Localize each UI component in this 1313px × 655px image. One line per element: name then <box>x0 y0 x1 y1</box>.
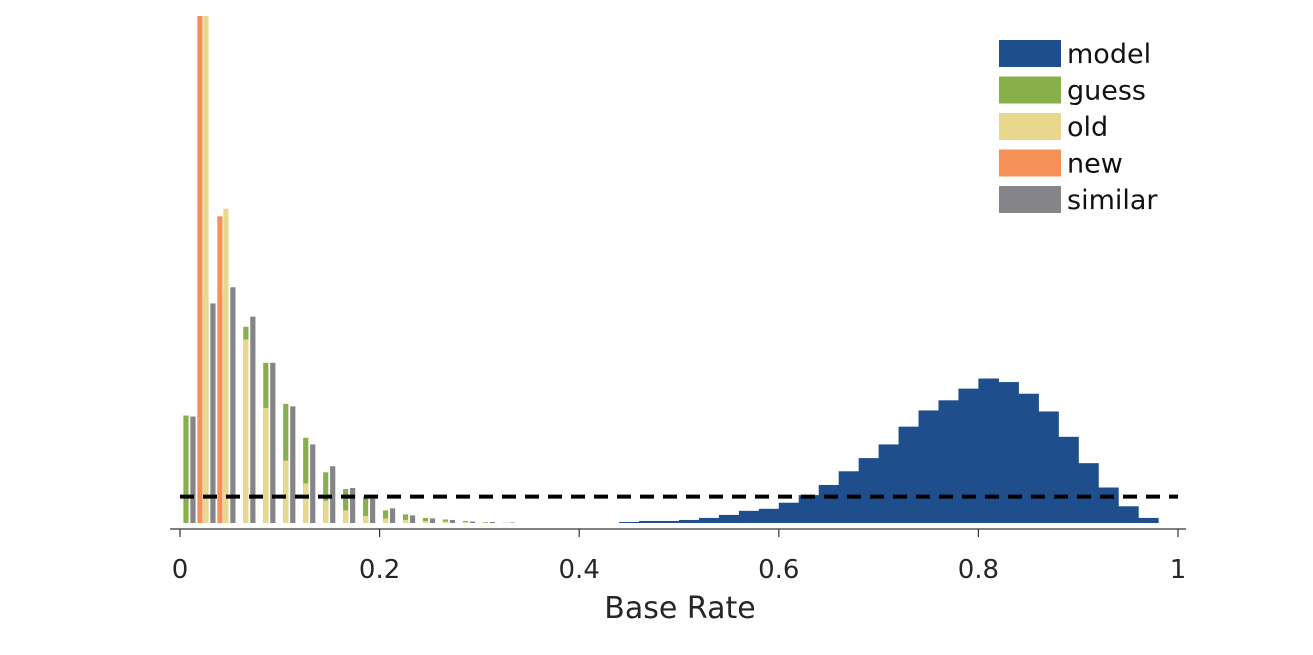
similar-bar-11 <box>409 515 416 523</box>
old-bar-3 <box>263 407 269 523</box>
model-bar-22 <box>1058 436 1079 523</box>
model-bar-10 <box>818 484 840 523</box>
model-bar-8 <box>778 502 800 523</box>
model-bar-7 <box>758 508 780 523</box>
model-bar-18 <box>978 378 999 523</box>
model-series-bars <box>619 378 1159 523</box>
similar-bar-9 <box>370 498 376 523</box>
model-bar-1 <box>639 520 660 523</box>
model-bar-9 <box>798 495 820 523</box>
x-tick-label-0: 0 <box>172 555 189 585</box>
old-bar-1 <box>223 208 229 523</box>
legend-swatch-new <box>999 149 1061 177</box>
other-series-bars <box>183 16 515 523</box>
old-bar-14 <box>482 522 488 523</box>
legend-swatch-model <box>999 40 1061 67</box>
guess-bar-12 <box>422 517 429 523</box>
model-bar-20 <box>1018 393 1039 523</box>
similar-bar-8 <box>350 488 356 523</box>
old-bar-10 <box>402 519 409 523</box>
similar-bar-2 <box>230 287 236 523</box>
similar-bar-10 <box>389 508 396 523</box>
legend-swatch-similar <box>999 186 1061 213</box>
old-bar-4 <box>283 460 289 523</box>
old-bar-11 <box>422 520 429 523</box>
guess-bar-13 <box>442 519 449 523</box>
old-bar-13 <box>462 521 469 523</box>
old-bar-5 <box>303 483 309 523</box>
similar-bar-1 <box>210 303 216 523</box>
similar-bar-16 <box>509 522 515 523</box>
model-bar-4 <box>698 517 720 523</box>
model-bar-12 <box>858 458 880 523</box>
guess-bar-10 <box>382 510 389 523</box>
new-bar-0 <box>197 16 203 523</box>
model-bar-17 <box>958 388 979 523</box>
model-bar-16 <box>938 400 960 523</box>
similar-bar-0 <box>190 416 196 523</box>
old-bar-2 <box>243 339 249 523</box>
old-bar-12 <box>442 521 449 523</box>
guess-bar-6 <box>303 437 309 523</box>
similar-bar-15 <box>489 521 495 523</box>
model-bar-13 <box>878 444 900 523</box>
model-bar-21 <box>1038 411 1059 523</box>
similar-bar-6 <box>310 444 316 523</box>
model-bar-14 <box>898 426 920 523</box>
x-tick-label-5: 1 <box>1170 555 1187 585</box>
model-bar-5 <box>718 514 740 523</box>
guess-bar-0 <box>183 415 189 523</box>
x-tick-label-2: 0.4 <box>559 555 600 585</box>
legend-label-guess: guess <box>1067 76 1146 107</box>
legend-swatch-guess <box>999 76 1061 104</box>
old-bar-15 <box>502 522 508 523</box>
model-bar-0 <box>619 521 640 523</box>
model-bar-24 <box>1098 487 1119 523</box>
model-bar-25 <box>1118 506 1139 523</box>
x-axis-ticks: 0 0.2 0.4 0.6 0.8 1 <box>172 529 1187 585</box>
guess-bar-14 <box>462 520 469 523</box>
model-bar-15 <box>918 410 940 523</box>
model-bar-2 <box>659 520 680 523</box>
similar-bar-7 <box>330 466 336 523</box>
old-bar-7 <box>343 510 349 523</box>
guess-bar-9 <box>363 496 369 523</box>
guess-bar-8 <box>343 489 349 523</box>
x-axis-title: Base Rate <box>604 591 755 626</box>
similar-bar-4 <box>270 362 276 523</box>
old-bar-0 <box>203 16 209 523</box>
old-bar-6 <box>323 500 329 523</box>
new-bar-1 <box>217 216 223 523</box>
similar-bar-3 <box>250 316 256 523</box>
similar-bar-5 <box>290 406 296 523</box>
model-bar-6 <box>738 510 760 523</box>
legend: model guess old new similar <box>999 39 1158 216</box>
legend-label-old: old <box>1067 112 1108 143</box>
model-bar-19 <box>998 382 1019 523</box>
model-bar-26 <box>1138 517 1159 523</box>
model-bar-3 <box>679 519 700 523</box>
old-bar-8 <box>363 515 369 523</box>
legend-swatch-old <box>999 113 1061 140</box>
x-tick-label-1: 0.2 <box>359 555 400 585</box>
x-tick-label-4: 0.8 <box>958 555 999 585</box>
similar-bar-14 <box>469 521 476 523</box>
similar-bar-12 <box>429 518 436 523</box>
similar-bar-13 <box>449 519 456 523</box>
legend-label-similar: similar <box>1067 185 1158 216</box>
x-tick-label-3: 0.6 <box>758 555 799 585</box>
guess-bar-11 <box>402 514 409 523</box>
legend-label-new: new <box>1067 149 1123 180</box>
legend-label-model: model <box>1067 39 1151 70</box>
model-bar-23 <box>1078 463 1099 523</box>
old-bar-9 <box>382 518 389 523</box>
